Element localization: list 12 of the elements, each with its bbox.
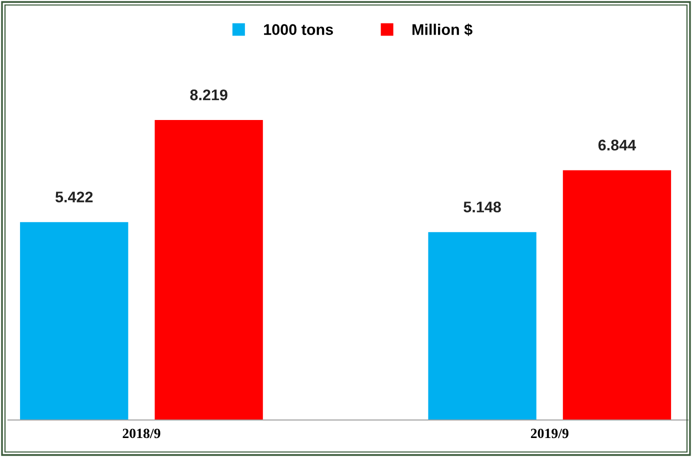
- bar: [20, 222, 128, 420]
- data-label: 8.219: [190, 89, 228, 100]
- bar: [428, 232, 536, 420]
- bar: [154, 120, 263, 420]
- bar: [562, 170, 672, 420]
- data-label: 6.844: [598, 140, 636, 150]
- data-label: 5.422: [55, 192, 93, 202]
- x-tick-label: 2018/9: [122, 428, 160, 438]
- legend-label: Million $: [412, 23, 472, 36]
- legend-label: 1000 tons: [264, 24, 333, 35]
- x-tick-label: 2019/9: [530, 428, 568, 438]
- data-label: 5.148: [464, 202, 501, 212]
